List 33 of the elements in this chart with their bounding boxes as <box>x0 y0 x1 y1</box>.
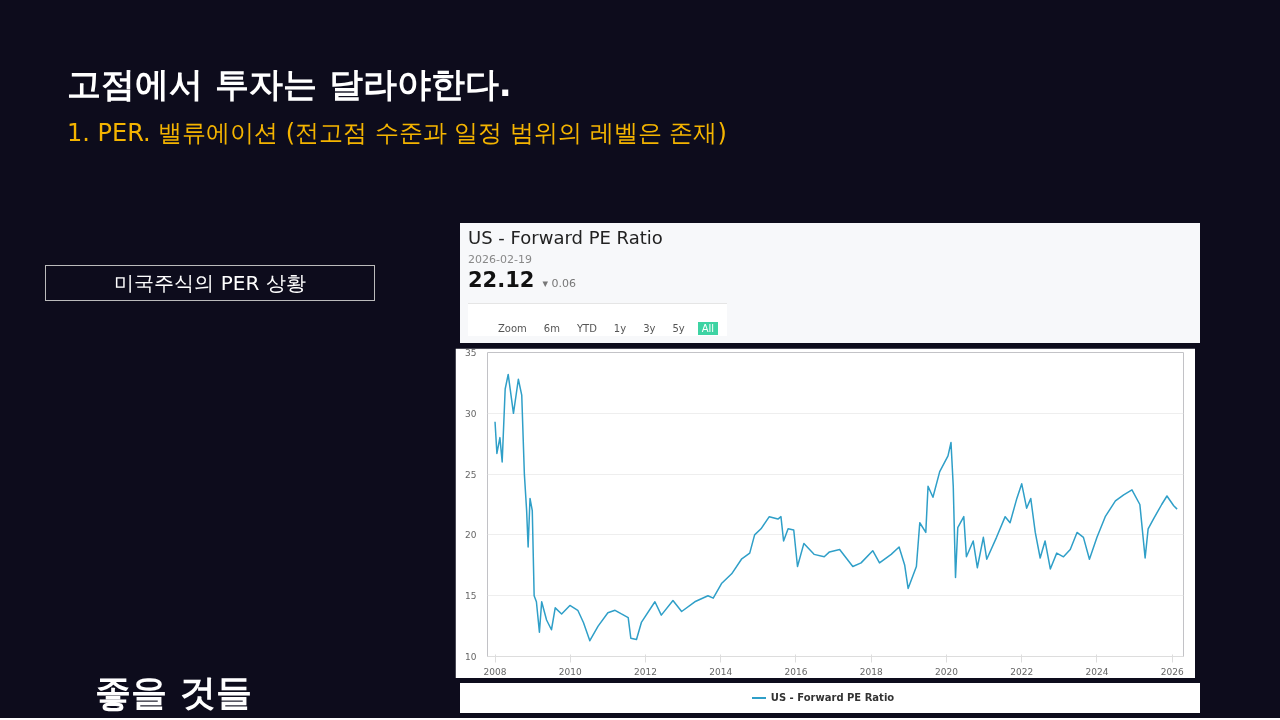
x-tick-label: 2022 <box>1010 666 1034 677</box>
text: 고점에서 투자는 달라야한다. <box>67 63 512 106</box>
text: 3y <box>642 322 657 335</box>
text: 22.12 <box>468 268 535 292</box>
text: 1y <box>612 322 628 335</box>
y-tick-label: 20 <box>465 530 477 541</box>
text: 6m <box>542 322 561 335</box>
text: 좋을 것들 <box>95 671 252 715</box>
chart-subtitle: 2026-02-19 <box>468 253 533 267</box>
text: 5y <box>671 322 686 335</box>
line-series <box>494 373 1178 642</box>
x-tick-label: 2008 <box>483 666 507 677</box>
text: All <box>697 322 719 335</box>
x-tick-label: 2018 <box>859 666 883 677</box>
text: YTD <box>575 322 598 335</box>
y-tick-label: 25 <box>465 469 477 480</box>
x-tick-label: 2010 <box>558 666 582 677</box>
text: Zoom <box>497 322 528 335</box>
text: ▾ 0.06 <box>542 277 576 290</box>
y-tick-label: 10 <box>465 652 477 662</box>
y-tick-label: 15 <box>465 591 477 602</box>
y-tick-label: 35 <box>465 348 477 358</box>
x-tick-label: 2014 <box>709 666 733 677</box>
chart-title: US - Forward PE Ratio <box>468 227 664 249</box>
x-tick-label: 2026 <box>1160 666 1184 677</box>
x-tick-label: 2024 <box>1085 666 1109 677</box>
y-tick-label: 30 <box>465 408 477 419</box>
text: 1. PER. 밸류에이션 (전고점 수준과 일정 범위의 레벨은 존재) <box>67 118 727 149</box>
x-tick-label: 2012 <box>634 666 657 677</box>
legend-label: US - Forward PE Ratio <box>770 692 895 703</box>
x-tick-label: 2016 <box>784 666 808 677</box>
text: 미국주식의 PER 상황 <box>114 270 306 297</box>
x-tick-label: 2020 <box>935 666 959 677</box>
